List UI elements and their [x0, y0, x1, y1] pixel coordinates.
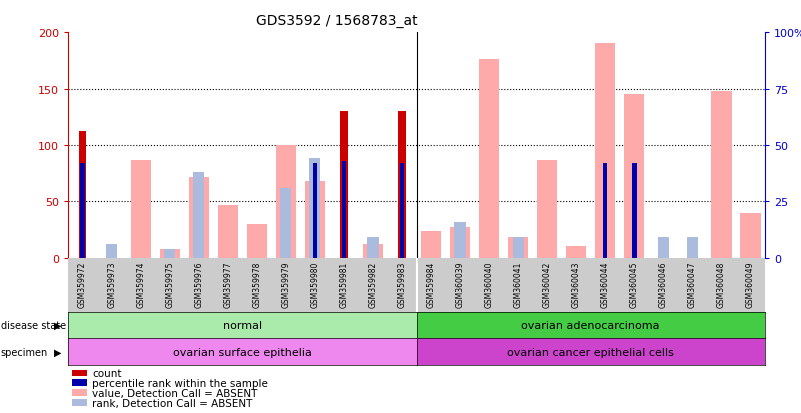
Text: GSM360046: GSM360046 — [659, 261, 668, 307]
Text: percentile rank within the sample: percentile rank within the sample — [92, 378, 268, 388]
Bar — [342, 161, 346, 258]
Text: GSM360045: GSM360045 — [630, 261, 638, 307]
Bar — [188, 177, 209, 258]
Text: disease state: disease state — [1, 320, 66, 330]
Bar — [450, 228, 470, 258]
Bar — [193, 173, 204, 258]
Text: GSM360048: GSM360048 — [717, 261, 726, 307]
Bar — [711, 92, 731, 258]
Bar — [658, 238, 669, 258]
Bar — [280, 188, 292, 258]
Text: GSM359977: GSM359977 — [223, 261, 232, 307]
Text: GSM360044: GSM360044 — [601, 261, 610, 307]
Text: GSM359980: GSM359980 — [311, 261, 320, 307]
Bar — [340, 112, 348, 258]
Text: specimen: specimen — [1, 347, 48, 357]
Text: GSM359972: GSM359972 — [78, 261, 87, 307]
Text: ▶: ▶ — [54, 320, 62, 330]
Text: GSM359974: GSM359974 — [136, 261, 145, 307]
Bar — [624, 95, 645, 258]
Bar — [508, 238, 529, 258]
Text: GDS3592 / 1568783_at: GDS3592 / 1568783_at — [256, 14, 417, 28]
Bar — [740, 213, 761, 258]
Text: GSM360040: GSM360040 — [485, 261, 493, 307]
Bar — [159, 249, 180, 258]
Text: GSM360041: GSM360041 — [513, 261, 522, 307]
Text: GSM360039: GSM360039 — [456, 261, 465, 307]
Text: GSM359976: GSM359976 — [195, 261, 203, 307]
Bar — [454, 222, 465, 258]
Bar — [106, 244, 117, 258]
Text: GSM360049: GSM360049 — [746, 261, 755, 307]
Text: ovarian adenocarcinoma: ovarian adenocarcinoma — [521, 320, 660, 330]
Text: GSM359983: GSM359983 — [397, 261, 406, 307]
Bar — [312, 164, 317, 258]
Text: GSM359981: GSM359981 — [340, 261, 348, 307]
Bar — [80, 164, 85, 258]
Text: rank, Detection Call = ABSENT: rank, Detection Call = ABSENT — [92, 398, 252, 408]
Bar — [537, 160, 557, 258]
Bar — [363, 244, 383, 258]
Bar — [566, 247, 586, 258]
Bar — [164, 249, 175, 258]
Text: GSM359975: GSM359975 — [165, 261, 174, 307]
Text: ovarian cancer epithelial cells: ovarian cancer epithelial cells — [507, 347, 674, 357]
Bar — [304, 182, 325, 258]
Bar — [686, 238, 698, 258]
Bar — [400, 164, 405, 258]
Text: count: count — [92, 368, 122, 378]
Text: GSM359984: GSM359984 — [427, 261, 436, 307]
Bar — [595, 44, 615, 258]
Text: GSM360042: GSM360042 — [543, 261, 552, 307]
Bar — [309, 159, 320, 258]
Bar — [247, 224, 267, 258]
Text: GSM359979: GSM359979 — [281, 261, 290, 307]
Bar — [78, 132, 87, 258]
Bar — [632, 164, 637, 258]
Text: GSM359982: GSM359982 — [368, 261, 377, 307]
Bar — [131, 160, 151, 258]
Bar — [276, 146, 296, 258]
Bar — [218, 205, 238, 258]
Text: GSM360047: GSM360047 — [688, 261, 697, 307]
Text: value, Detection Call = ABSENT: value, Detection Call = ABSENT — [92, 388, 257, 398]
Text: ovarian surface epithelia: ovarian surface epithelia — [173, 347, 312, 357]
Bar — [603, 164, 607, 258]
Text: ▶: ▶ — [54, 347, 62, 357]
Bar — [479, 60, 499, 258]
Text: GSM359978: GSM359978 — [252, 261, 261, 307]
Bar — [368, 238, 379, 258]
Bar — [398, 112, 406, 258]
Text: normal: normal — [223, 320, 262, 330]
Bar — [421, 231, 441, 258]
Text: GSM360043: GSM360043 — [572, 261, 581, 307]
Bar — [513, 238, 524, 258]
Text: GSM359973: GSM359973 — [107, 261, 116, 307]
